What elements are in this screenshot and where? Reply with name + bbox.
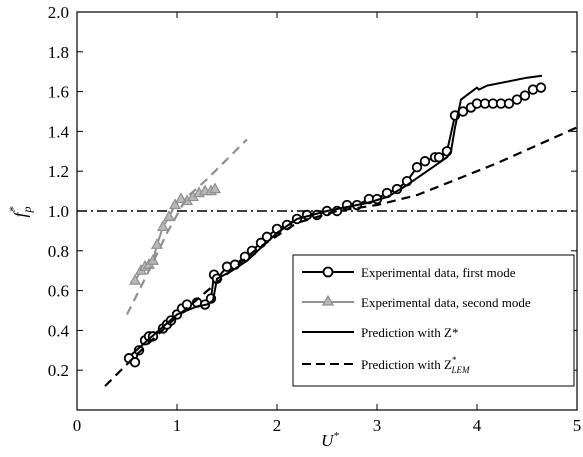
y-tick-label: 0.2 (48, 361, 69, 380)
legend-entry-prediction-z: Prediction with Z* (302, 325, 459, 340)
legend-triangle-marker (321, 294, 335, 306)
y-axis-label: fp* (6, 206, 34, 217)
data-point-circle (519, 90, 531, 101)
legend-entry-prediction-zlem: Prediction with Z* LEM (302, 355, 470, 375)
data-point-circle (419, 156, 431, 167)
data-point-circle (511, 94, 523, 105)
x-tick-label: 3 (373, 416, 382, 435)
data-point-circle (129, 357, 141, 368)
legend-entry-second-mode: Experimental data, second mode (302, 294, 531, 310)
legend-label-prediction-zlem: Prediction with Z* LEM (361, 355, 470, 375)
data-point-triangle (162, 210, 176, 222)
legend-label-second-mode: Experimental data, second mode (361, 295, 531, 310)
legend: Experimental data, first mode Experiment… (292, 254, 575, 387)
legend-entry-first-mode: Experimental data, first mode (302, 265, 516, 280)
y-tick-label: 1.6 (48, 83, 69, 102)
legend-box (292, 254, 575, 387)
y-tick-label: 1.0 (48, 202, 69, 221)
legend-circle-marker (322, 266, 334, 278)
series-line (126, 138, 248, 315)
y-tick-label: 0.6 (48, 282, 69, 301)
y-tick-label: 1.2 (48, 162, 69, 181)
legend-label-first-mode: Experimental data, first mode (361, 265, 516, 280)
series-prediction-z (131, 74, 543, 356)
legend-label-prediction-z: Prediction with Z* (361, 325, 459, 340)
data-point-circle (535, 82, 547, 93)
data-point-circle (411, 162, 423, 173)
y-tick-label: 2.0 (48, 3, 69, 22)
data-point-triangle (128, 273, 142, 285)
data-point-triangle (168, 198, 182, 210)
x-tick-label: 5 (573, 416, 582, 435)
series-experimental-second-mode (128, 182, 222, 285)
x-tick-label: 2 (273, 416, 282, 435)
x-tick-labels: 0 1 2 3 4 5 (73, 416, 582, 435)
y-tick-label: 0.8 (48, 242, 69, 261)
y-tick-label: 0.4 (48, 321, 70, 340)
data-point-circle (503, 98, 515, 109)
y-tick-label: 1.4 (48, 122, 70, 141)
data-point-circle (433, 152, 445, 163)
data-point-triangle (174, 192, 188, 204)
series-layer (104, 74, 578, 387)
data-point-triangle (208, 182, 222, 194)
y-tick-label: 1.8 (48, 43, 69, 62)
x-tick-label: 1 (173, 416, 182, 435)
series-line (131, 74, 543, 356)
series-prediction-zlem-second (126, 138, 248, 315)
x-axis-label: U* (321, 430, 339, 450)
x-tick-label: 4 (473, 416, 482, 435)
data-point-circle (133, 345, 145, 356)
data-point-triangle (156, 220, 170, 232)
y-tick-labels: 0.2 0.4 0.6 0.8 1.0 1.2 1.4 1.6 1.8 2.0 (48, 3, 70, 380)
x-tick-label: 0 (73, 416, 82, 435)
